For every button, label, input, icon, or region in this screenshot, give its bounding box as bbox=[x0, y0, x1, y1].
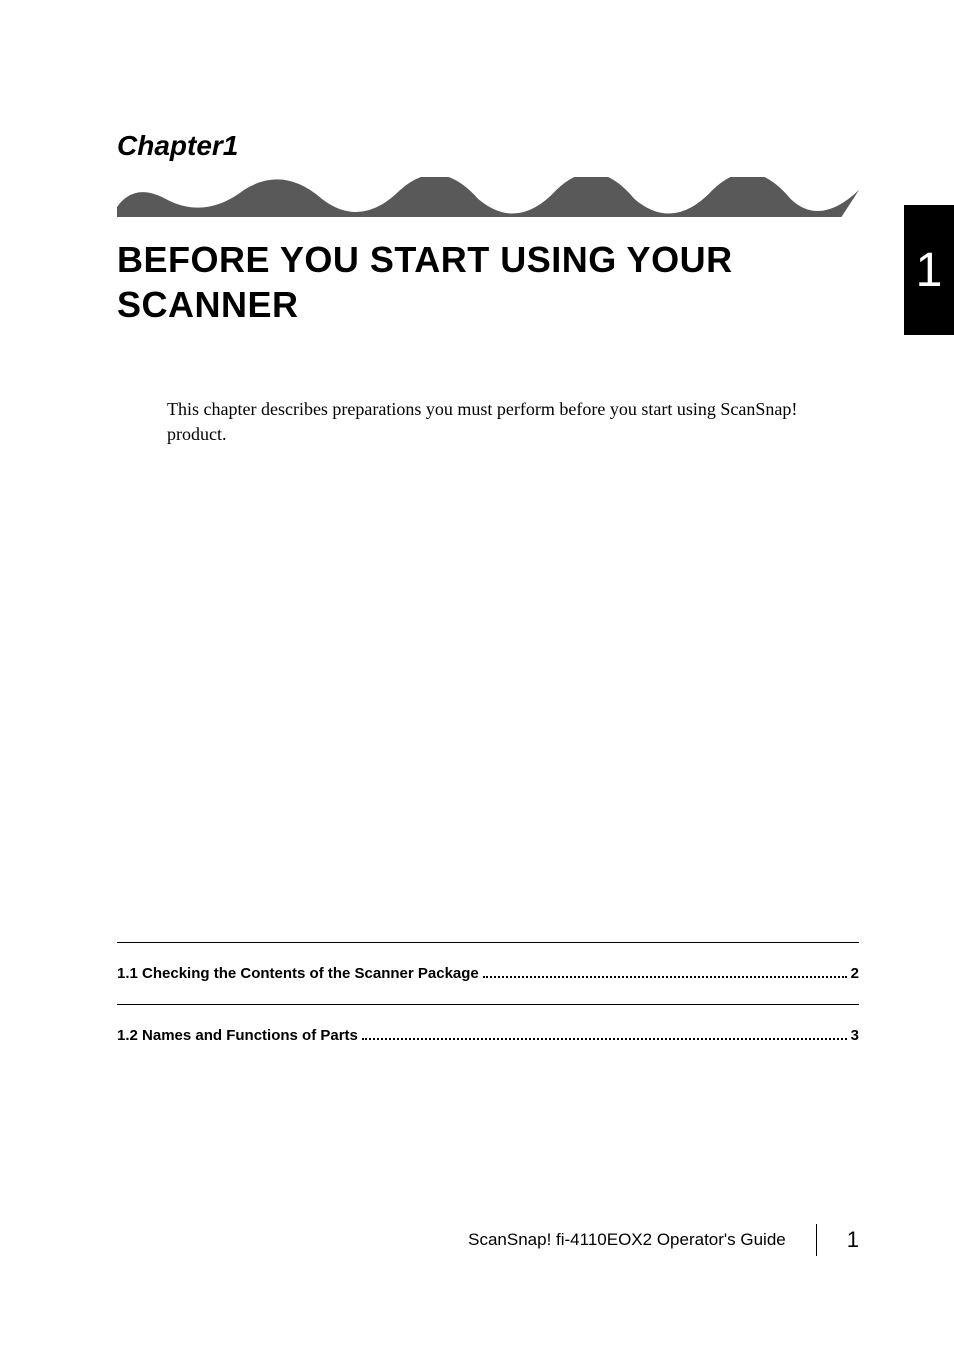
chapter-title: BEFORE YOU START USING YOUR SCANNER bbox=[117, 237, 859, 327]
table-of-contents: 1.1 Checking the Contents of the Scanner… bbox=[117, 942, 859, 1066]
toc-entry-title[interactable]: 1.1 Checking the Contents of the Scanner… bbox=[117, 965, 479, 982]
toc-entry-row: 1.1 Checking the Contents of the Scanner… bbox=[117, 942, 859, 1004]
footer-guide-title: ScanSnap! fi-4110EOX2 Operator's Guide bbox=[468, 1230, 786, 1250]
toc-leader-dots bbox=[362, 1038, 847, 1040]
chapter-tab-number: 1 bbox=[916, 243, 943, 298]
intro-paragraph: This chapter describes preparations you … bbox=[167, 397, 859, 447]
page-footer: ScanSnap! fi-4110EOX2 Operator's Guide 1 bbox=[468, 1224, 859, 1256]
toc-entry-title[interactable]: 1.2 Names and Functions of Parts bbox=[117, 1027, 358, 1044]
footer-divider bbox=[816, 1224, 817, 1256]
chapter-title-line2: SCANNER bbox=[117, 284, 299, 325]
footer-page-number: 1 bbox=[847, 1227, 859, 1253]
toc-leader-dots bbox=[483, 976, 847, 978]
chapter-tab: 1 bbox=[904, 205, 954, 335]
toc-entry-page: 2 bbox=[851, 965, 859, 982]
toc-entry-page: 3 bbox=[851, 1027, 859, 1044]
chapter-title-line1: BEFORE YOU START USING YOUR bbox=[117, 239, 733, 280]
toc-entry-row: 1.2 Names and Functions of Parts 3 bbox=[117, 1004, 859, 1066]
decorative-wave bbox=[117, 177, 859, 227]
chapter-label: Chapter1 bbox=[117, 130, 859, 162]
